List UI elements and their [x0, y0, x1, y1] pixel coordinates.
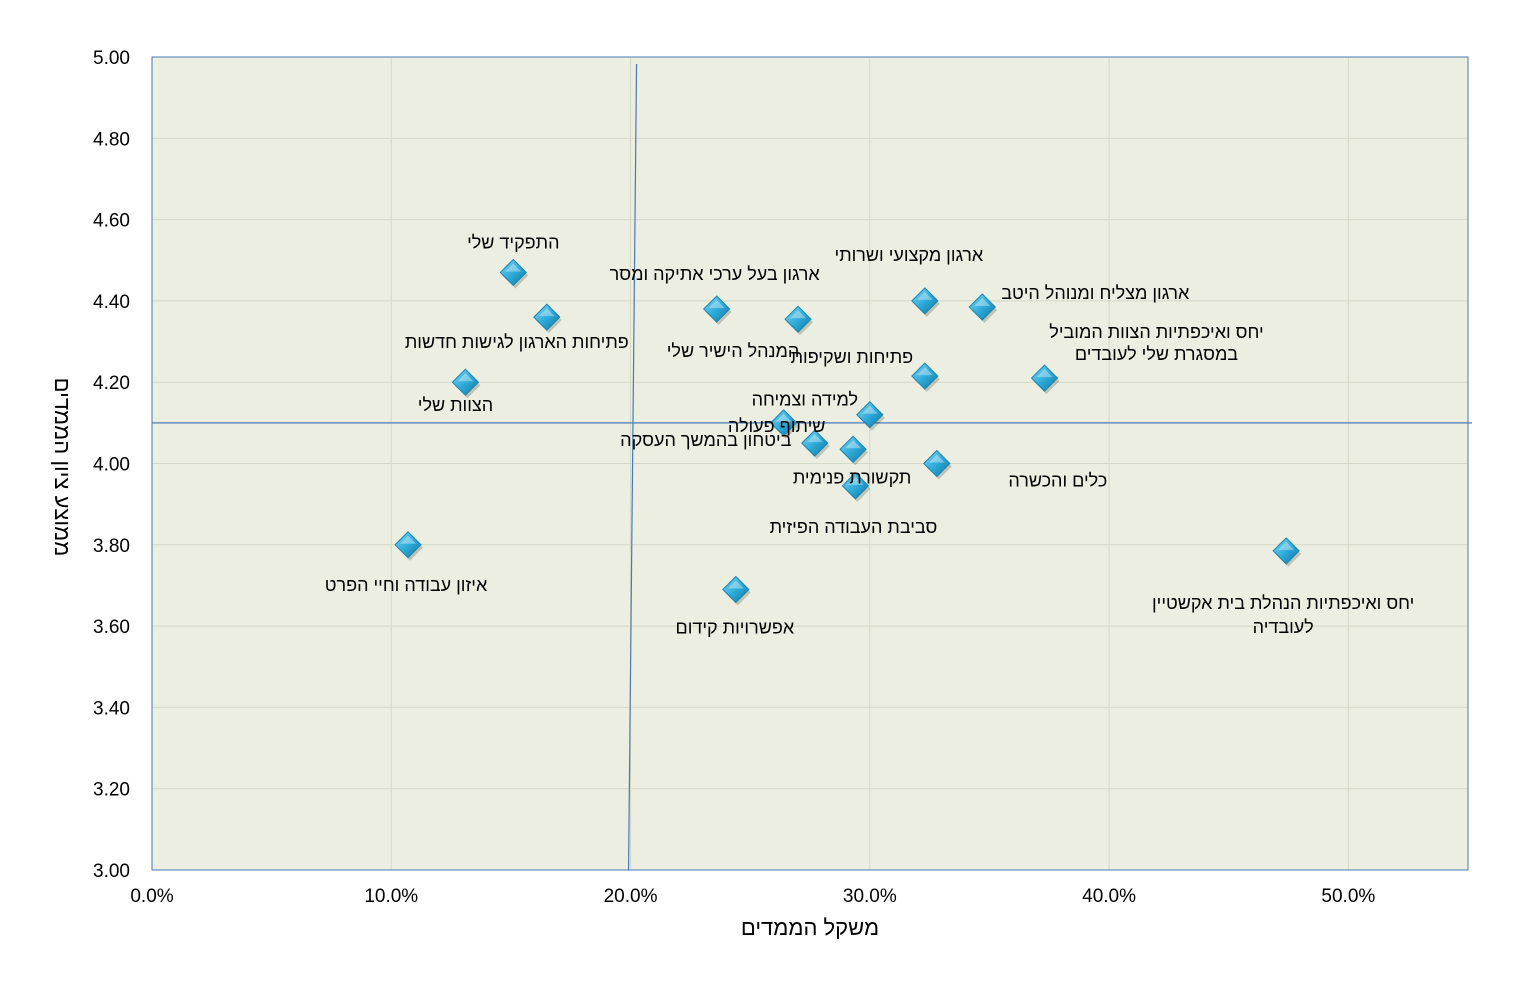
data-point [394, 531, 424, 561]
data-point [784, 305, 814, 336]
point-label: אפשרויות קידום [675, 618, 794, 638]
plot-border [151, 56, 1469, 871]
point-label: סביבת העבודה הפיזית [770, 517, 938, 537]
data-point [911, 362, 940, 393]
y-tick-label: 4.00 [93, 455, 130, 476]
point-label: ארגון מקצועי ושרותי [835, 245, 984, 265]
point-labels: התפקיד שלי פתיחות הארגון לגישות חדשות הצוו… [325, 232, 1415, 637]
data-point [1272, 537, 1302, 567]
data-point [923, 449, 952, 480]
marker-highlight [775, 413, 792, 422]
diamond-marker [1272, 537, 1300, 565]
point-label: ארגון בעל ערכי אתיקה ומסר [610, 264, 821, 284]
diamond-marker [722, 575, 750, 604]
data-point [722, 575, 751, 606]
marker-highlight [806, 434, 823, 443]
marker-highlight [916, 291, 933, 300]
y-tick-label: 4.80 [93, 129, 130, 150]
x-axis-title: משקל הממדים [741, 915, 879, 940]
x-tick-label: 50.0% [1321, 886, 1375, 907]
reference-lines [152, 63, 1472, 871]
point-label: ביטחון בהמשך העסקה [620, 430, 791, 450]
marker-highlight [457, 373, 474, 382]
diamond-marker [841, 472, 870, 500]
diamond-marker [533, 303, 561, 331]
point-label: פתיחות ושקיפות [791, 347, 914, 367]
diamond-marker [911, 287, 939, 315]
point-label: ארגון מצליח ומנוהל היטב [1001, 283, 1190, 303]
data-point [702, 295, 732, 326]
data-point [911, 287, 940, 317]
data-points [394, 258, 1302, 606]
point-label: הצוות שלי [418, 395, 493, 415]
data-point [801, 429, 830, 460]
marker-highlight [505, 263, 522, 272]
y-tick-label: 3.60 [93, 617, 130, 638]
point-label: יחס ואיכפתיות הצוות המוביל במסגרת שלי לעו… [1049, 322, 1263, 364]
point-label: למידה וצמיחה [752, 390, 859, 410]
diamond-marker [394, 531, 422, 559]
y-tick-label: 3.80 [93, 536, 130, 557]
point-label: כלים והכשרה [1008, 471, 1107, 491]
point-label: פתיחות הארגון לגישות חדשות [405, 332, 629, 352]
point-label: איזון עבודה וחיי הפרט [325, 575, 488, 595]
diamond-marker [911, 362, 939, 390]
y-axis-title: ממוצע ציון הממדים [50, 378, 75, 557]
marker-highlight [538, 308, 555, 317]
y-tick-label: 3.00 [93, 861, 130, 882]
x-tick-label: 10.0% [364, 886, 418, 907]
marker-highlight [790, 310, 807, 319]
data-point [499, 258, 529, 289]
data-point [451, 368, 481, 399]
data-point [839, 435, 869, 466]
diamond-marker [499, 258, 528, 287]
marker-highlight [861, 405, 878, 414]
y-axis-ticks: 3.00 3.20 3.40 3.60 3.80 4.00 4.20 4.40 4.60 4.80… [93, 48, 130, 882]
diamond-marker [801, 429, 829, 457]
point-label: יחס ואיכפתיות הנהלת בית אקשטיין לעובדיה [1152, 593, 1414, 637]
y-tick-label: 4.20 [93, 373, 130, 394]
marker-highlight [1278, 541, 1295, 550]
diamond-marker [1030, 364, 1059, 392]
marker-highlight [928, 454, 945, 463]
x-axis-ticks: 0.0% 10.0% 20.0% 30.0% 40.0% 50.0% [130, 886, 1375, 907]
diamond-marker [839, 435, 867, 463]
point-label: תקשורת פנימית [793, 467, 911, 487]
marker-highlight [845, 440, 862, 449]
marker-highlight [727, 580, 744, 589]
point-label: המנהל הישיר שלי [667, 341, 800, 361]
diamond-marker [702, 295, 731, 323]
marker-highlight [708, 300, 725, 309]
x-tick-label: 20.0% [604, 886, 658, 907]
diamond-marker [769, 409, 798, 437]
marker-highlight [974, 297, 991, 306]
data-point [856, 401, 885, 431]
x-tick-label: 0.0% [130, 886, 173, 907]
y-tick-label: 3.40 [93, 698, 130, 719]
marker-highlight [916, 367, 933, 376]
x-tick-label: 30.0% [843, 886, 897, 907]
y-tick-label: 4.40 [93, 292, 130, 313]
point-label: שיתוף פעולה [728, 416, 826, 436]
y-tick-label: 4.60 [93, 211, 130, 232]
diamond-marker [968, 293, 996, 321]
data-point [841, 472, 871, 502]
marker-highlight [400, 535, 417, 544]
y-tick-label: 5.00 [93, 48, 130, 69]
diamond-marker [923, 449, 951, 478]
diamond-marker [784, 305, 812, 333]
x-tick-label: 40.0% [1082, 886, 1136, 907]
data-point [1030, 364, 1060, 395]
data-point [769, 409, 799, 439]
diamond-marker [451, 368, 480, 396]
diamond-marker [856, 401, 884, 429]
y-tick-label: 3.20 [93, 780, 130, 801]
vertical-reference-line [627, 63, 638, 871]
marker-highlight [1036, 369, 1053, 378]
point-label: התפקיד שלי [467, 232, 559, 252]
data-point [533, 303, 562, 334]
data-point [968, 293, 998, 323]
marker-highlight [847, 476, 864, 485]
